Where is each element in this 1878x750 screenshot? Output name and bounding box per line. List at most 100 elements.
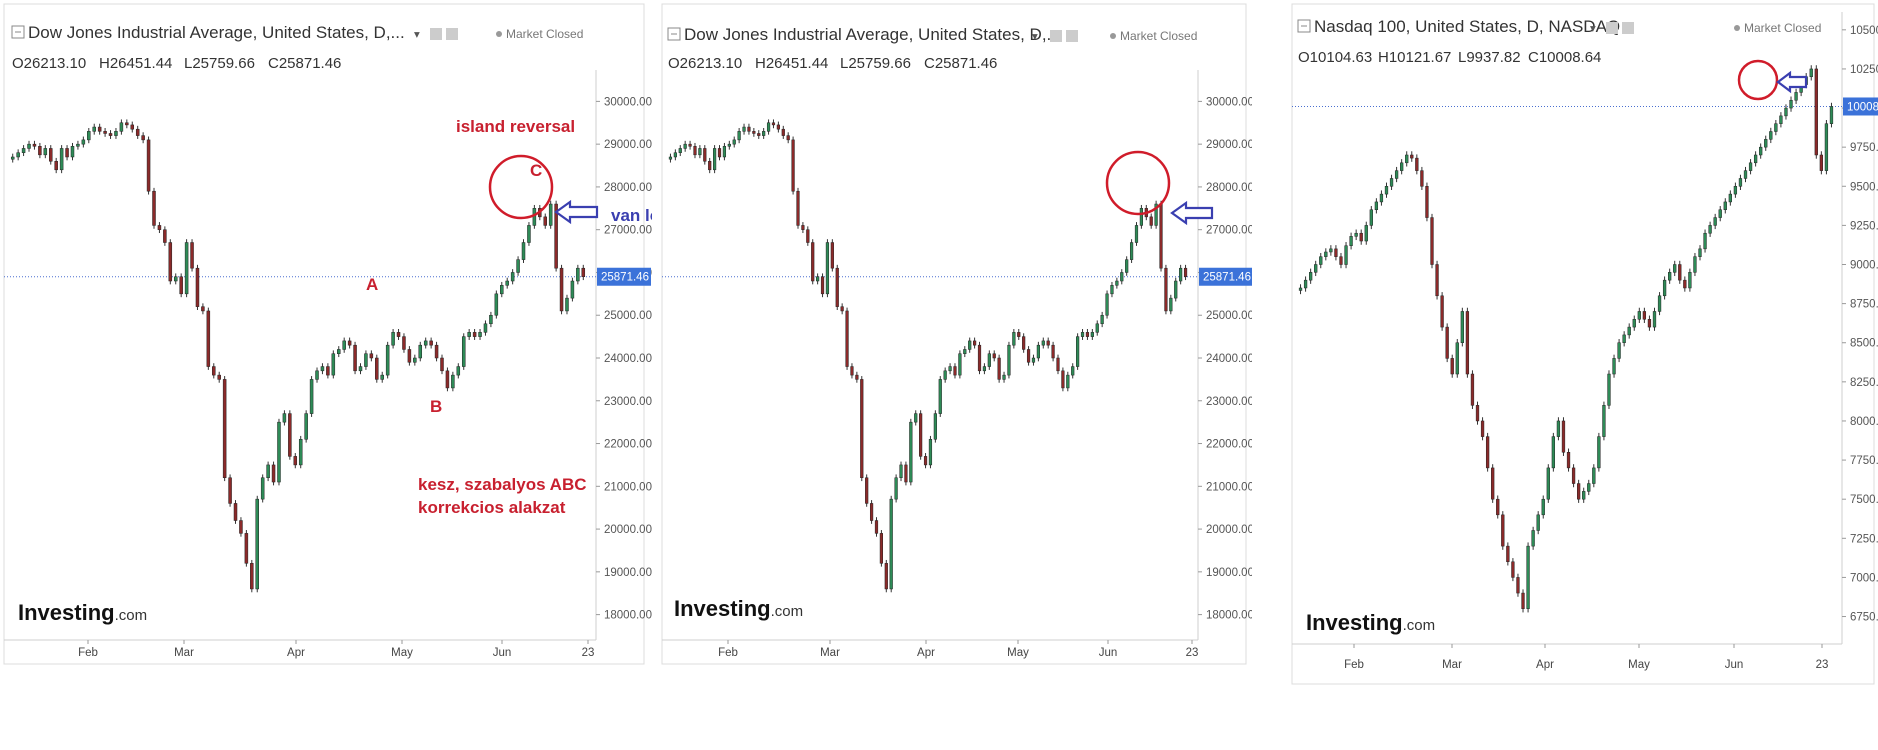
candle [423, 337, 428, 349]
candle [1612, 354, 1616, 378]
investing-logo: Investing.com [18, 600, 147, 625]
candle [1759, 143, 1763, 159]
candle [494, 290, 499, 319]
candle [59, 145, 64, 174]
settings-icon[interactable] [1050, 30, 1062, 42]
annotation-island-reversal: island reversal [456, 117, 575, 136]
y-tick-label: 8500.00 [1850, 338, 1878, 350]
candle [1349, 232, 1353, 250]
candle [1134, 222, 1139, 246]
candle [298, 435, 303, 469]
candle [708, 157, 712, 174]
candle [304, 410, 308, 443]
candle [1824, 119, 1829, 175]
chart-frame [3, 3, 645, 665]
y-tick-label: 27000.00 [1206, 225, 1252, 237]
fullscreen-icon[interactable] [446, 28, 458, 40]
investing-logo: Investing.com [674, 596, 803, 621]
candle [776, 121, 780, 133]
settings-icon[interactable] [430, 28, 442, 40]
x-tick-label: Jun [1099, 647, 1118, 659]
candle [1496, 495, 1500, 519]
y-tick-label: 6750.00 [1850, 612, 1878, 624]
candle [1344, 242, 1348, 269]
candle [472, 329, 477, 340]
candle [1657, 292, 1662, 316]
candle [1809, 65, 1813, 81]
candle [483, 320, 488, 336]
candle [1526, 542, 1530, 613]
logo-main: Investing [674, 596, 771, 621]
candle [38, 142, 42, 159]
y-tick-label: 7000.00 [1850, 572, 1878, 584]
settings-icon[interactable] [1606, 22, 1618, 34]
candle [108, 130, 113, 139]
y-tick-label: 9750.00 [1850, 142, 1878, 154]
chart-svg-1: Dow Jones Industrial Average, United Sta… [3, 3, 730, 665]
candle [532, 204, 537, 229]
y-tick-label: 7250.00 [1850, 533, 1878, 545]
candle [76, 140, 80, 150]
candle [369, 350, 374, 362]
candle [326, 363, 330, 379]
ohlc-high: H26451.44 [755, 55, 828, 72]
chart-frame [661, 3, 1247, 665]
candle [771, 119, 776, 129]
candle [440, 354, 444, 375]
x-tick-label: 23 [1186, 647, 1199, 659]
candle [1179, 264, 1183, 285]
candle [1354, 229, 1358, 241]
candle [1017, 329, 1021, 340]
collapse-icon[interactable] [667, 27, 681, 41]
fullscreen-icon[interactable] [1066, 30, 1078, 42]
y-tick-label: 25000.00 [604, 310, 652, 322]
candle [1309, 268, 1313, 284]
candle [1764, 135, 1768, 151]
candle [1465, 307, 1470, 378]
chevron-down-icon[interactable]: ▾ [1590, 23, 1596, 35]
candle [698, 145, 702, 159]
y-tick-label: 28000.00 [604, 182, 652, 194]
candle [548, 200, 553, 229]
candle [977, 341, 982, 375]
x-tick-label: May [1628, 659, 1650, 671]
candle [1531, 526, 1535, 550]
candle [461, 333, 466, 370]
collapse-icon[interactable] [11, 25, 25, 39]
collapse-icon[interactable] [1297, 19, 1311, 33]
candle [953, 363, 957, 379]
candle [217, 371, 221, 383]
candle [703, 145, 707, 165]
candle [668, 153, 673, 163]
market-status: Market Closed [506, 27, 583, 41]
candle [1718, 206, 1722, 222]
candle [277, 418, 281, 486]
candle [1051, 341, 1055, 362]
y-tick-label: 21000.00 [604, 481, 652, 493]
candle [1169, 294, 1173, 315]
candle [1071, 363, 1075, 379]
chevron-down-icon[interactable]: ▾ [414, 29, 420, 41]
chart-title: Dow Jones Industrial Average, United Sta… [684, 25, 1061, 44]
status-dot-icon [1110, 33, 1116, 39]
y-tick-label: 9000.00 [1850, 260, 1878, 272]
candle [1698, 245, 1702, 261]
candle [1319, 252, 1323, 269]
candle [1475, 401, 1480, 425]
candle [1139, 204, 1143, 229]
candle [43, 145, 48, 159]
candle [1627, 323, 1631, 339]
candle [152, 187, 156, 229]
candle [1115, 277, 1119, 289]
chevron-down-icon[interactable]: ▾ [1032, 31, 1038, 43]
candle [1501, 511, 1505, 550]
candle [722, 142, 727, 161]
fullscreen-icon[interactable] [1622, 22, 1634, 34]
candle [1668, 268, 1672, 284]
candle [1450, 354, 1454, 378]
y-tick-label: 18000.00 [1206, 610, 1252, 622]
candle [1642, 307, 1647, 323]
candle [786, 132, 790, 144]
candle [451, 371, 455, 392]
x-tick-label: 23 [1816, 659, 1829, 671]
